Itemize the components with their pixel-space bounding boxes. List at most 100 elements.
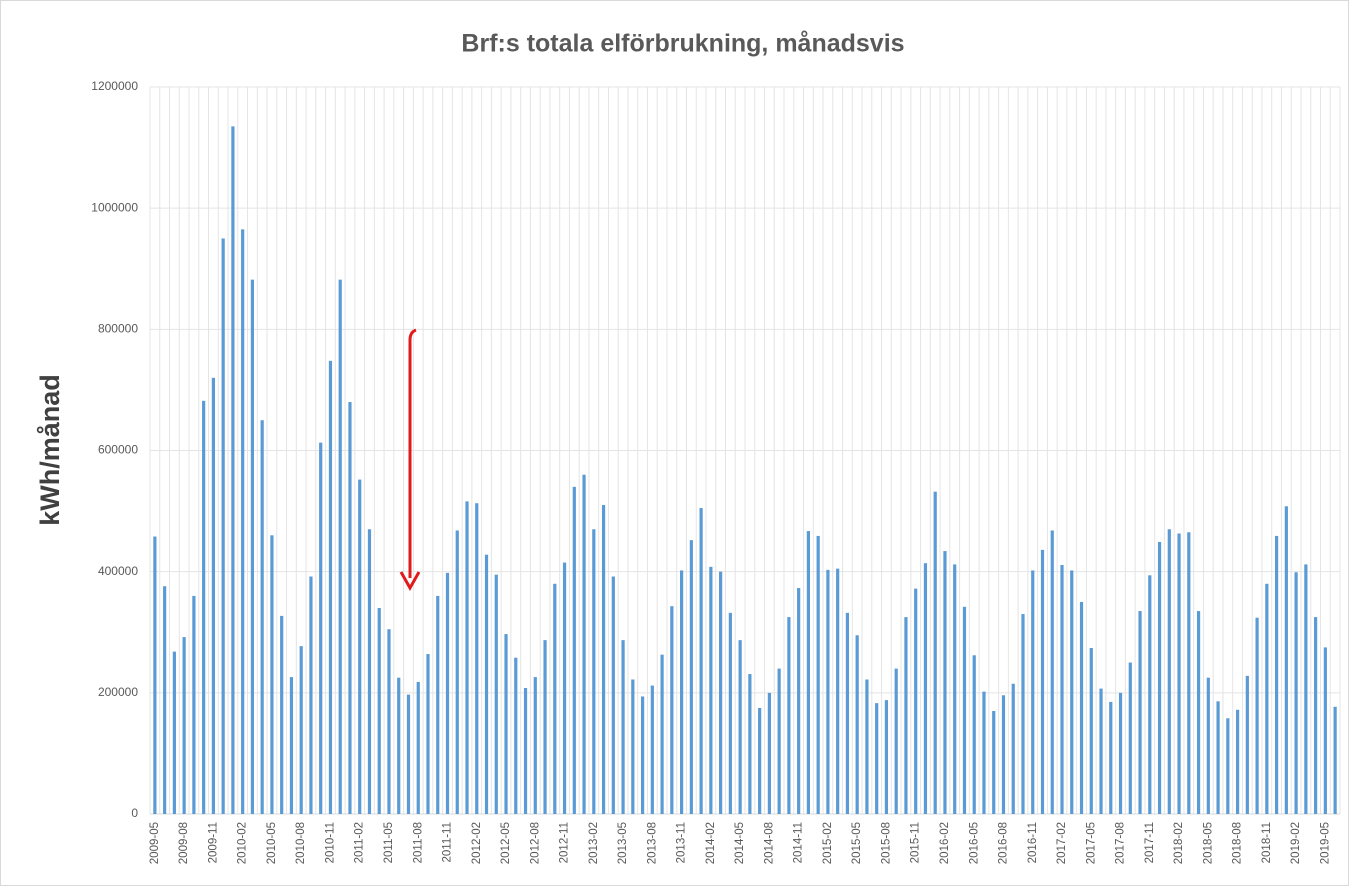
- y-tick-label: 400000: [98, 564, 138, 578]
- x-tick-label: 2017-05: [1085, 822, 1097, 864]
- bar: [894, 668, 898, 814]
- bar: [445, 572, 450, 814]
- x-tick-label: 2017-02: [1056, 822, 1068, 864]
- bar: [1128, 662, 1132, 814]
- bar: [523, 687, 528, 814]
- bar: [728, 612, 732, 814]
- x-tick-label: 2009-11: [207, 822, 219, 863]
- x-tick-label: 2016-05: [968, 822, 980, 864]
- x-tick-label: 2012-08: [529, 822, 541, 864]
- bar: [465, 501, 469, 814]
- bar: [611, 576, 615, 814]
- bar: [855, 635, 859, 814]
- annotation-arrow: [399, 328, 421, 592]
- x-tick-label: 2009-05: [149, 822, 161, 864]
- bar: [738, 640, 742, 814]
- bar: [875, 703, 879, 814]
- bar: [1050, 530, 1054, 814]
- x-tick-label: 2019-05: [1319, 822, 1331, 864]
- x-tick-label: 2013-11: [676, 822, 688, 863]
- bar: [484, 554, 489, 814]
- bar: [1314, 617, 1318, 814]
- y-tick-label: 1000000: [91, 200, 138, 214]
- bar: [319, 442, 323, 814]
- bar: [709, 566, 713, 814]
- bar: [406, 694, 411, 814]
- bar: [1167, 529, 1171, 814]
- bar: [806, 531, 811, 814]
- bar: [1304, 564, 1308, 814]
- bar: [397, 677, 401, 814]
- bar: [601, 505, 606, 814]
- bar: [816, 535, 820, 814]
- bar: [1060, 565, 1064, 814]
- bar: [572, 486, 576, 814]
- bar: [338, 279, 342, 814]
- y-tick-label: 0: [131, 806, 138, 820]
- x-tick-label: 2010-02: [237, 822, 249, 864]
- chart-title: Brf:s totala elförbrukning, månadsvis: [461, 30, 904, 58]
- y-tick-label: 800000: [98, 322, 138, 336]
- x-tick-label: 2009-08: [178, 822, 190, 864]
- bar: [358, 479, 362, 814]
- bar: [436, 595, 440, 814]
- x-tick-label: 2013-05: [617, 822, 629, 864]
- bar: [797, 588, 801, 814]
- x-tick-label: 2018-02: [1173, 822, 1185, 864]
- bar: [836, 568, 840, 814]
- bar: [1265, 583, 1269, 814]
- bar: [660, 654, 664, 814]
- bar: [689, 540, 693, 814]
- x-tick-label: 2016-02: [939, 822, 951, 864]
- bar: [1099, 688, 1103, 814]
- bar: [1070, 570, 1074, 814]
- x-tick-label: 2018-11: [1261, 822, 1273, 863]
- bar: [1187, 532, 1191, 814]
- x-tick-label: 2018-08: [1232, 822, 1244, 864]
- bar: [621, 640, 625, 814]
- bar: [377, 608, 381, 814]
- bar: [943, 551, 947, 814]
- x-tick-label: 2014-05: [734, 822, 746, 864]
- x-tick-label: 2015-08: [880, 822, 892, 864]
- bar: [153, 536, 157, 814]
- bar: [650, 685, 654, 814]
- bar: [543, 640, 547, 814]
- bar: [211, 377, 216, 814]
- x-tick-label: 2016-08: [998, 822, 1010, 864]
- x-tick-label: 2012-11: [559, 822, 571, 863]
- bar: [670, 606, 674, 814]
- bar: [221, 238, 225, 815]
- bar: [1089, 648, 1093, 814]
- bar: [182, 637, 186, 814]
- bar: [699, 508, 703, 814]
- bar: [348, 402, 352, 814]
- bar: [250, 279, 255, 814]
- y-axis-title: kWh/månad: [35, 374, 65, 526]
- bar: [1040, 549, 1045, 814]
- y-tick-label: 600000: [98, 443, 138, 457]
- x-tick-label: 2011-11: [442, 822, 454, 863]
- bar: [163, 586, 167, 814]
- x-tick-label: 2010-05: [266, 822, 278, 864]
- bar: [553, 583, 557, 814]
- bar: [1148, 575, 1152, 814]
- bar: [1118, 692, 1123, 814]
- x-tick-label: 2018-05: [1202, 822, 1214, 864]
- bar: [387, 629, 391, 814]
- bar: [787, 617, 791, 814]
- bar: [1294, 572, 1298, 814]
- bar: [299, 646, 303, 814]
- x-tick-label: 2019-02: [1290, 822, 1302, 864]
- bar: [1196, 611, 1201, 814]
- bar: [1177, 533, 1181, 814]
- x-tick-label: 2010-08: [295, 822, 307, 864]
- x-tick-label: 2014-08: [763, 822, 775, 864]
- x-tick-label: 2011-02: [354, 822, 366, 863]
- x-tick-label: 2015-05: [851, 822, 863, 864]
- x-tick-label: 2010-11: [324, 822, 336, 863]
- bar: [1138, 611, 1142, 814]
- bar: [533, 677, 537, 814]
- bar: [679, 570, 684, 814]
